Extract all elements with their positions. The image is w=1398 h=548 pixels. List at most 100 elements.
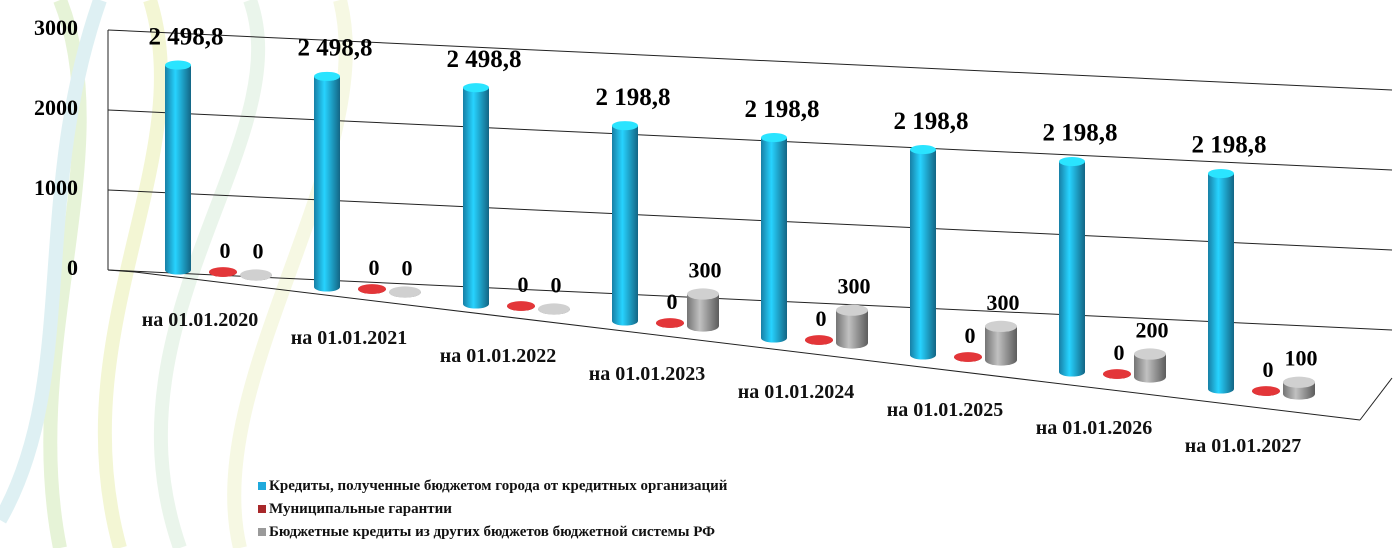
x-tick-label: на 01.01.2021 [290,327,408,349]
floor-edge [107,269,136,273]
data-label: 0 [369,255,380,280]
legend-item: Кредиты, полученные бюджетом города от к… [258,478,727,495]
bar-top [985,320,1017,332]
data-label: 2 198,8 [1043,120,1118,147]
bar-top [389,286,421,298]
bar [314,71,340,292]
legend-item: Бюджетные кредиты из других бюджетов бюд… [258,524,715,541]
legend-label: Муниципальные гарантии [269,501,452,517]
bar [1252,386,1280,396]
x-tick-label: на 01.01.2027 [1184,435,1302,457]
bar [687,288,719,332]
bar-top [1103,369,1131,379]
bar [761,133,787,343]
legend-label: Кредиты, полученные бюджетом города от к… [269,478,728,494]
bar-top [761,133,787,143]
bar-top [687,288,719,300]
data-label: 0 [1114,340,1125,365]
bar-top [836,304,868,316]
floor-edge [134,271,1361,421]
bar-body [612,125,638,326]
bar-body [985,326,1017,366]
bar-top [910,145,936,155]
bar [463,83,489,309]
bar [954,352,982,362]
data-label: 0 [551,272,562,297]
y-tick-label: 1000 [34,175,78,200]
bar [1283,376,1315,400]
data-label: 2 498,8 [298,35,373,62]
bar [538,303,570,315]
data-label: 100 [1285,346,1318,371]
bar-top [656,318,684,328]
bar-top [209,267,237,277]
x-tick-label: на 01.01.2020 [141,309,259,331]
bar-body [761,137,787,343]
bar-body [687,294,719,332]
data-label: 300 [987,290,1020,315]
bar [358,284,386,294]
bar [805,335,833,345]
bar-top [463,83,489,93]
bar-body [836,310,868,349]
y-tick-label: 3000 [34,15,78,40]
data-label: 2 198,8 [1192,132,1267,159]
bar [1059,156,1085,377]
bar-top [612,121,638,131]
bar [612,121,638,326]
data-label: 300 [689,257,722,282]
bar-top [1134,348,1166,360]
data-label: 0 [518,272,529,297]
bar-body [463,87,489,309]
data-label: 0 [816,306,827,331]
x-tick-label: на 01.01.2024 [737,381,855,403]
bar [240,269,272,281]
bar-body [1134,354,1166,383]
data-label: 0 [1263,357,1274,382]
bar-body [1059,161,1085,377]
data-label: 0 [253,238,264,263]
bar-top [1208,168,1234,179]
data-label: 2 198,8 [894,108,969,135]
data-label: 300 [838,274,871,299]
bar [910,145,936,360]
bar-body [910,149,936,360]
data-label: 2 498,8 [447,46,522,73]
bar-top [538,303,570,315]
data-label: 0 [667,289,678,314]
data-label: 0 [402,255,413,280]
data-label: 2 198,8 [596,84,671,111]
y-tick-label: 2000 [34,95,78,120]
bar-top [805,335,833,345]
grid-line [107,269,1393,331]
data-label: 200 [1136,317,1169,342]
bar-top [240,269,272,281]
legend-swatch [258,482,266,490]
data-label: 0 [220,238,231,263]
bar [507,301,535,311]
floor-edge [1359,377,1393,421]
bar-top [1283,376,1315,388]
bar [985,320,1017,366]
bar [656,318,684,328]
legend-label: Бюджетные кредиты из других бюджетов бюд… [269,524,716,540]
x-tick-label: на 01.01.2023 [588,363,706,385]
bar-top [1059,156,1085,167]
grid-line [107,29,1393,91]
x-tick-label: на 01.01.2025 [886,399,1004,421]
x-tick-label: на 01.01.2026 [1035,417,1153,439]
bar [209,267,237,277]
legend-swatch [258,528,266,536]
bar [1134,348,1166,383]
bar-top [314,71,340,81]
marks: 2 498,80 02 498,80 02 498,80 02 198,803002 … [149,23,1318,400]
y-tick-label: 0 [67,255,78,280]
legend-swatch [258,505,266,513]
bar-top [1252,386,1280,396]
background-decor [0,0,353,548]
bar-body [1208,173,1234,394]
bar-body [314,76,340,292]
